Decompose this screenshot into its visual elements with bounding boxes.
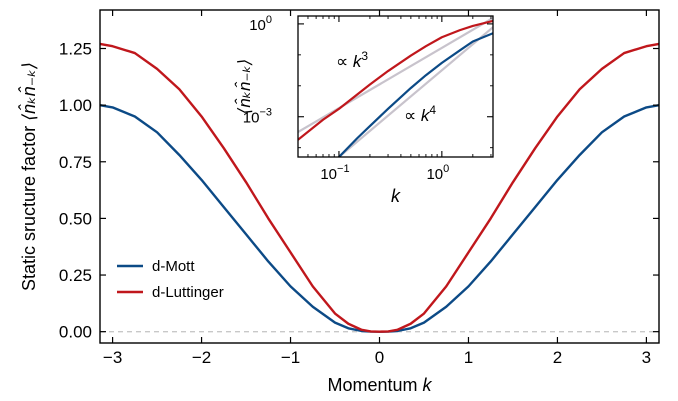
y-tick-label: 0.50 — [59, 209, 92, 228]
inset-x-tick-label: 100 — [426, 163, 449, 183]
y-axis-label: Static sructure factor ⟨n̂ₖn̂₋ₖ⟩ — [18, 62, 39, 291]
x-tick-label: −3 — [103, 348, 122, 367]
inset-x-ticks: 10−1 100 — [307, 16, 492, 183]
annotation-k3: ∝ k3 — [336, 49, 368, 71]
annotation-k3-var: k — [353, 52, 363, 71]
main-plot: −3 −2 −1 0 1 2 3 0.00 0.25 0.50 0.75 1.00 1.25 — [59, 9, 660, 367]
inset-y-axis-label: ⟨n̂ₖn̂₋ₖ⟩ — [234, 59, 254, 115]
inset-y-tick-label: 10−3 — [243, 107, 272, 127]
annotation-k4-var: k — [421, 106, 431, 125]
inset-guide-line-k4 — [338, 26, 493, 157]
x-axis-label-var: k — [423, 375, 433, 395]
inset-x-tick-label: 10−1 — [320, 163, 349, 183]
legend: d-Mott d-Luttinger — [117, 258, 224, 301]
x-tick-label: 3 — [642, 348, 651, 367]
y-axis-label-expr: ⟨n̂ₖn̂₋ₖ⟩ — [18, 62, 39, 121]
x-tick-label: −2 — [192, 348, 211, 367]
x-tick-label: 2 — [553, 348, 562, 367]
y-axis-label-text: Static sructure factor — [19, 121, 39, 291]
inset-series-line-d-mott — [338, 32, 493, 157]
annotation-k4-exp: 4 — [429, 103, 436, 117]
x-tick-label: 1 — [464, 348, 473, 367]
inset-plot-frame — [297, 15, 494, 158]
main-series-group — [99, 42, 660, 333]
legend-label-d-luttinger: d-Luttinger — [152, 284, 224, 301]
main-x-ticks: −3 −2 −1 0 1 2 3 — [103, 10, 651, 367]
inset-background — [298, 16, 493, 157]
y-tick-label: 1.25 — [59, 40, 92, 59]
inset-series-group — [298, 17, 493, 157]
inset-y-tick-label: 100 — [249, 14, 272, 34]
y-tick-label: 0.75 — [59, 153, 92, 172]
x-tick-label: −1 — [281, 348, 300, 367]
y-tick-label: 0.25 — [59, 266, 92, 285]
x-axis-label: Momentum k — [327, 375, 432, 395]
inset-x-axis-label: k — [391, 186, 401, 206]
annotation-k4-prefix: ∝ — [404, 106, 421, 125]
annotation-k3-prefix: ∝ — [336, 52, 353, 71]
annotation-k3-exp: 3 — [361, 49, 368, 63]
y-tick-label: 1.00 — [59, 96, 92, 115]
series-line-d-luttinger — [99, 42, 660, 333]
inset-guide-line-k3 — [298, 17, 493, 133]
annotation-k4: ∝ k4 — [404, 103, 436, 125]
inset-y-ticks: 10−3 100 — [243, 14, 493, 149]
y-tick-label: 0.00 — [59, 323, 92, 342]
x-axis-label-text: Momentum — [327, 375, 422, 395]
legend-label-d-mott: d-Mott — [152, 258, 195, 275]
x-tick-label: 0 — [375, 348, 384, 367]
main-y-ticks: 0.00 0.25 0.50 0.75 1.00 1.25 — [59, 40, 659, 342]
inset-series-line-d-luttinger — [298, 19, 493, 141]
